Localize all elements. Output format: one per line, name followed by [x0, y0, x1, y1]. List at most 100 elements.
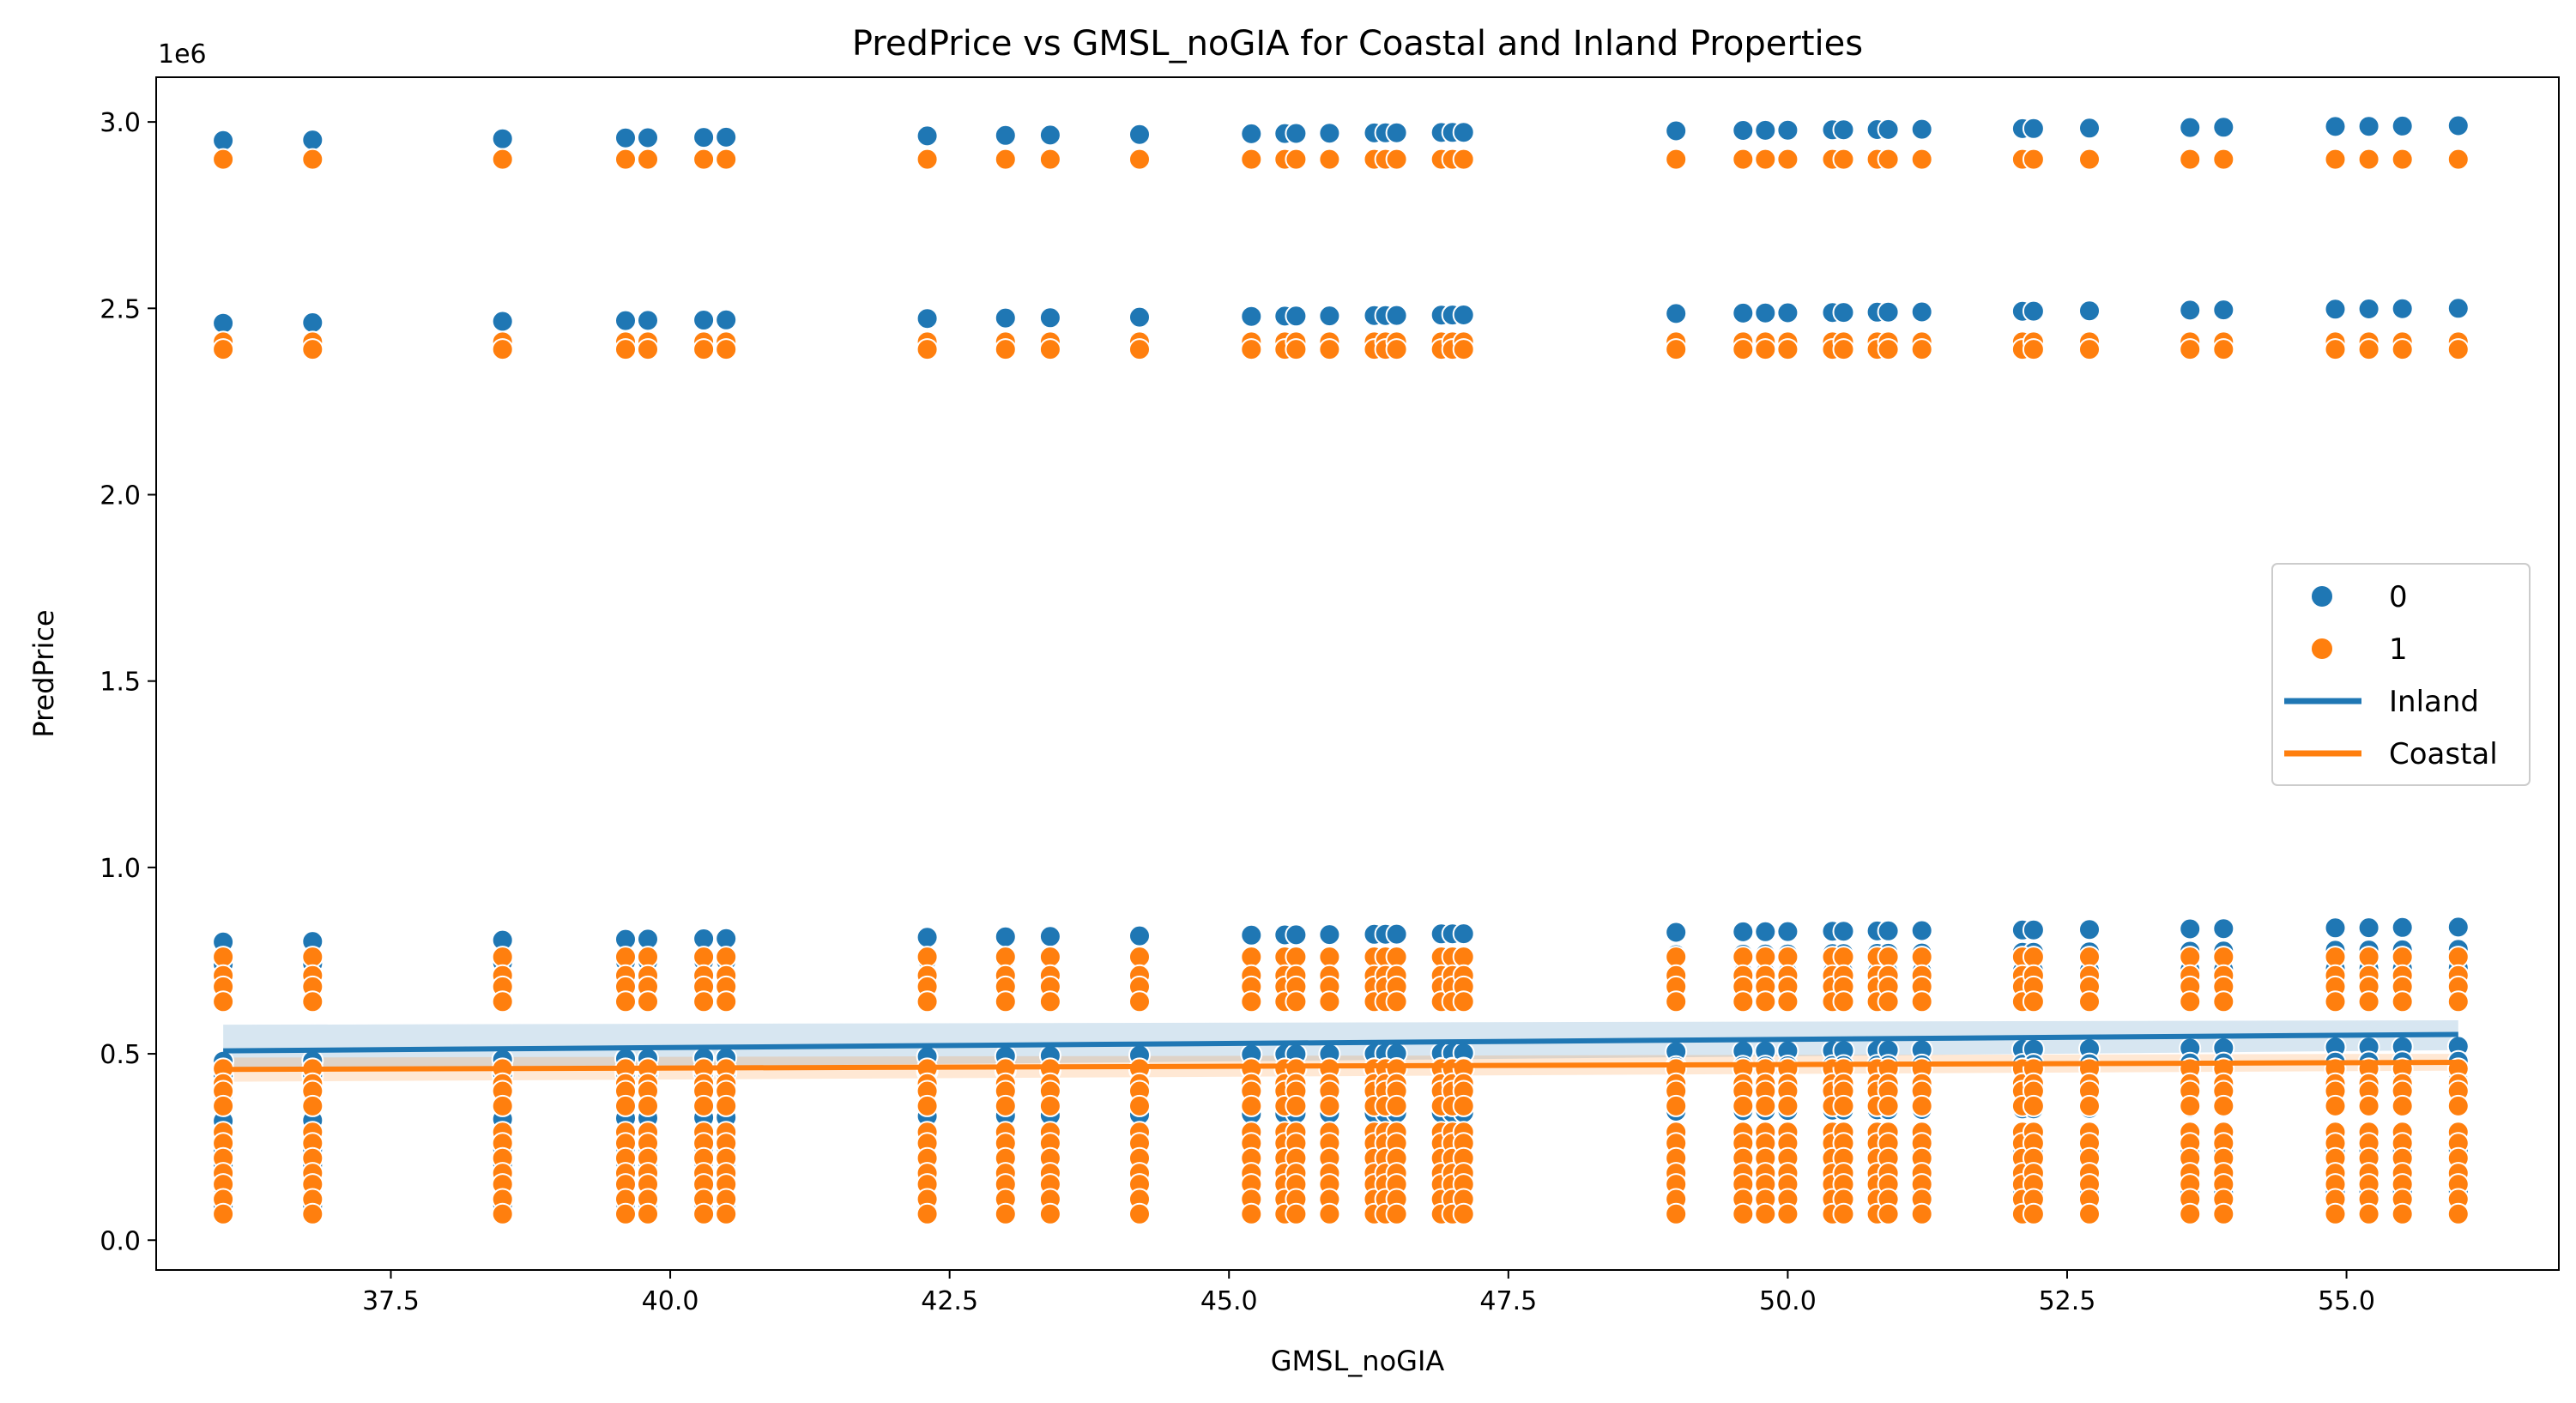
- point-series-0: [301, 129, 324, 152]
- point-series-0: [1832, 118, 1855, 142]
- point-series-1: [614, 1094, 637, 1117]
- point-series-1: [2022, 990, 2045, 1013]
- point-series-0: [1732, 119, 1755, 142]
- point-series-1: [916, 338, 939, 361]
- point-series-1: [692, 990, 716, 1013]
- point-series-1: [1754, 148, 1777, 171]
- point-series-1: [2324, 1094, 2347, 1117]
- regression-line-coastal: [223, 1060, 2458, 1073]
- point-series-0: [2212, 917, 2235, 940]
- point-series-1: [2212, 1094, 2235, 1117]
- point-series-1: [301, 148, 324, 171]
- point-series-1: [1452, 338, 1475, 361]
- point-series-0: [715, 308, 738, 331]
- legend-label: Coastal: [2389, 737, 2498, 771]
- point-series-0: [2446, 114, 2470, 137]
- point-series-0: [2212, 116, 2235, 139]
- point-series-1: [614, 148, 637, 171]
- point-series-1: [1877, 1202, 1900, 1225]
- y-tick-label: 1.5: [100, 668, 141, 698]
- point-series-0: [2022, 299, 2045, 323]
- point-series-1: [994, 338, 1017, 361]
- point-series-1: [994, 148, 1017, 171]
- point-series-1: [2179, 148, 2202, 171]
- point-series-1: [2022, 148, 2045, 171]
- point-series-0: [1318, 122, 1341, 145]
- point-series-1: [916, 990, 939, 1013]
- point-series-1: [2022, 338, 2045, 361]
- point-series-1: [614, 1202, 637, 1225]
- point-series-0: [1665, 302, 1688, 325]
- point-series-0: [2357, 115, 2380, 138]
- point-series-1: [1732, 338, 1755, 361]
- point-series-1: [2324, 148, 2347, 171]
- point-series-0: [1452, 304, 1475, 326]
- point-series-0: [491, 127, 514, 150]
- point-series-1: [1385, 1202, 1408, 1225]
- point-series-0: [1385, 121, 1408, 144]
- x-tick-label: 42.5: [921, 1286, 978, 1316]
- point-series-1: [1732, 148, 1755, 171]
- point-series-1: [2357, 946, 2380, 969]
- point-series-1: [1128, 148, 1151, 171]
- point-series-1: [1665, 148, 1688, 171]
- point-series-1: [1877, 1094, 1900, 1117]
- point-series-1: [1877, 946, 1900, 969]
- point-series-1: [2212, 338, 2235, 361]
- point-series-1: [2078, 148, 2101, 171]
- y-tick-label: 0.5: [100, 1040, 141, 1070]
- point-series-1: [1754, 1202, 1777, 1225]
- point-series-1: [301, 946, 324, 969]
- point-series-0: [715, 125, 738, 148]
- point-series-1: [212, 338, 235, 361]
- point-series-0: [1318, 305, 1341, 328]
- point-series-0: [2357, 916, 2380, 940]
- point-series-0: [1285, 122, 1308, 145]
- point-series-0: [1385, 922, 1408, 946]
- point-series-1: [491, 1094, 514, 1117]
- point-series-1: [2179, 338, 2202, 361]
- point-series-1: [2022, 1094, 2045, 1117]
- x-axis-label: GMSL_noGIA: [1271, 1345, 1445, 1377]
- point-series-1: [2357, 1094, 2380, 1117]
- point-series-1: [491, 946, 514, 969]
- point-series-0: [1910, 300, 1933, 324]
- point-series-1: [1754, 990, 1777, 1013]
- point-series-1: [1832, 1202, 1855, 1225]
- point-series-1: [1038, 990, 1061, 1013]
- point-series-1: [1128, 990, 1151, 1013]
- point-series-1: [1285, 946, 1308, 969]
- point-series-1: [614, 946, 637, 969]
- point-series-1: [212, 1202, 235, 1225]
- point-series-1: [637, 1202, 659, 1225]
- point-series-1: [1665, 1094, 1688, 1117]
- ci-band-inland: [223, 1019, 2458, 1071]
- point-series-1: [1832, 338, 1855, 361]
- legend-box: [2271, 563, 2531, 786]
- point-series-1: [1832, 1094, 1855, 1117]
- point-series-0: [1240, 305, 1263, 328]
- point-series-0: [1038, 306, 1061, 330]
- y-offset-label: 1e6: [158, 39, 207, 70]
- point-series-0: [2212, 299, 2235, 322]
- point-series-1: [1128, 338, 1151, 361]
- point-series-0: [2446, 916, 2470, 939]
- point-series-1: [2391, 990, 2414, 1013]
- legend-label: 0: [2389, 580, 2408, 614]
- point-series-1: [491, 338, 514, 361]
- point-series-1: [1240, 946, 1263, 969]
- legend-marker-1: [2310, 637, 2334, 661]
- legend-marker-0: [2310, 584, 2334, 608]
- point-series-0: [1038, 124, 1061, 147]
- point-series-0: [1832, 920, 1855, 943]
- point-series-1: [715, 1202, 738, 1225]
- point-series-1: [2212, 990, 2235, 1013]
- point-series-1: [1128, 946, 1151, 969]
- point-series-1: [994, 1202, 1017, 1225]
- point-series-1: [614, 990, 637, 1013]
- point-series-0: [2078, 918, 2101, 941]
- point-series-1: [1910, 946, 1933, 969]
- point-series-0: [2078, 299, 2101, 323]
- point-series-1: [1240, 1202, 1263, 1225]
- point-series-1: [1776, 990, 1799, 1013]
